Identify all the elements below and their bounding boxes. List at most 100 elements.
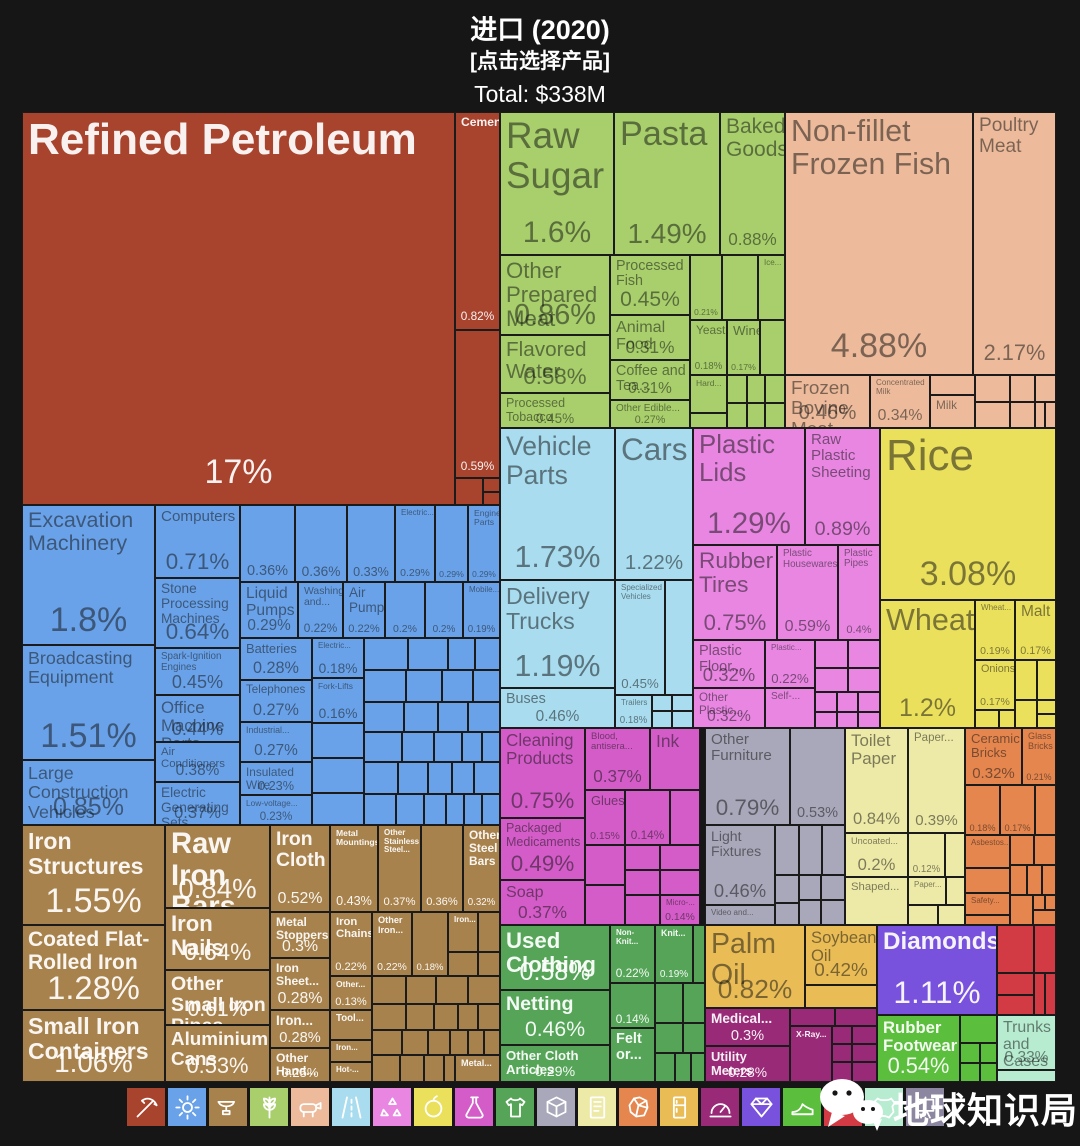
treemap-cell[interactable] bbox=[975, 710, 999, 728]
cell-trailers[interactable]: Trailers 0.18% bbox=[615, 695, 652, 728]
treemap-cell[interactable] bbox=[670, 790, 700, 845]
treemap-cell[interactable] bbox=[858, 692, 880, 712]
treemap-cell[interactable] bbox=[585, 885, 625, 925]
cell-delivery-trucks[interactable]: Delivery Trucks 1.19% bbox=[500, 580, 615, 688]
cell-broadcasting-equipment[interactable]: Broadcasting Equipment 1.51% bbox=[22, 645, 155, 760]
treemap-cell[interactable] bbox=[1035, 402, 1045, 428]
cell-small-iron-containers[interactable]: Small Iron Containers 1.06% bbox=[22, 1010, 165, 1082]
cell-other-stainless-steel[interactable]: Other Stainless Steel... 0.37% bbox=[378, 825, 421, 912]
cell-pasta[interactable]: Pasta 1.49% bbox=[614, 112, 720, 255]
treemap-cell[interactable] bbox=[364, 794, 396, 825]
treemap-cell[interactable] bbox=[452, 762, 474, 794]
treemap-cell[interactable] bbox=[398, 762, 428, 794]
treemap-cell[interactable] bbox=[1035, 375, 1056, 402]
treemap-cell[interactable] bbox=[438, 702, 468, 732]
treemap-cell[interactable] bbox=[693, 925, 705, 983]
treemap-cell[interactable]: 0.14% bbox=[625, 790, 670, 845]
cell-paper[interactable]: Paper... bbox=[908, 877, 946, 905]
cell-safety[interactable]: Safety... bbox=[965, 893, 1010, 915]
cell-onions[interactable]: Onions 0.17% bbox=[975, 660, 1015, 710]
treemap-cell[interactable] bbox=[625, 845, 660, 870]
treemap-cell[interactable] bbox=[980, 1043, 997, 1063]
cell-iron[interactable]: Iron... 0.28% bbox=[270, 1010, 330, 1048]
treemap-cell[interactable] bbox=[312, 793, 364, 825]
treemap-cell[interactable] bbox=[965, 868, 1010, 893]
treemap-cell[interactable] bbox=[837, 712, 858, 728]
cell-liquid-pumps[interactable]: Liquid Pumps 0.29% bbox=[240, 582, 298, 638]
treemap-cell[interactable] bbox=[765, 375, 785, 403]
cell-ink[interactable]: Ink bbox=[650, 728, 700, 790]
treemap-cell[interactable]: 0.18% bbox=[965, 785, 1000, 835]
pickaxe-icon[interactable] bbox=[127, 1088, 165, 1126]
treemap-cell[interactable] bbox=[475, 638, 500, 670]
treemap-cell[interactable] bbox=[1027, 865, 1042, 895]
treemap-cell[interactable]: 0.12% bbox=[908, 833, 945, 877]
treemap-cell[interactable] bbox=[406, 1004, 434, 1030]
cell-electric-generating-sets[interactable]: Electric Generating Sets 0.37% bbox=[155, 782, 240, 825]
cell-felt-or[interactable]: Felt or... bbox=[610, 1028, 655, 1082]
treemap-cell[interactable] bbox=[1034, 835, 1056, 865]
treemap-cell[interactable] bbox=[1042, 865, 1056, 895]
cell-plastic-pipes[interactable]: Plastic Pipes 0.4% bbox=[838, 545, 880, 640]
cell-electric[interactable]: Electric... 0.18% bbox=[312, 638, 364, 678]
treemap-cell[interactable] bbox=[722, 255, 758, 320]
treemap-cell[interactable] bbox=[1035, 785, 1056, 835]
cell-iron[interactable]: Iron... bbox=[448, 912, 478, 952]
treemap-cell[interactable] bbox=[364, 762, 398, 794]
treemap-cell[interactable] bbox=[999, 710, 1015, 728]
treemap-cell[interactable] bbox=[665, 580, 693, 695]
cell-excavation-machinery[interactable]: Excavation Machinery 1.8% bbox=[22, 505, 155, 645]
treemap-cell[interactable] bbox=[997, 973, 1034, 995]
treemap-cell[interactable] bbox=[483, 478, 500, 492]
treemap-cell[interactable] bbox=[364, 670, 406, 702]
cell-stone-processing-machines[interactable]: Stone Processing Machines 0.64% bbox=[155, 578, 240, 648]
cell-coated-flat-rolled-iron[interactable]: Coated Flat-Rolled Iron 1.28% bbox=[22, 925, 165, 1010]
cell-yeast[interactable]: Yeast 0.18% bbox=[690, 320, 727, 375]
treemap-cell[interactable] bbox=[404, 702, 438, 732]
treemap-cell[interactable] bbox=[652, 695, 672, 711]
cell-animal-food[interactable]: Animal Food 0.31% bbox=[610, 315, 690, 360]
cell-poultry-meat[interactable]: Poultry Meat 2.17% bbox=[973, 112, 1056, 375]
cell-computers[interactable]: Computers 0.71% bbox=[155, 505, 240, 578]
cell-metal[interactable]: Metal... bbox=[455, 1055, 500, 1082]
treemap-cell[interactable] bbox=[960, 1043, 980, 1063]
cell-vehicle-parts[interactable]: Vehicle Parts 1.73% bbox=[500, 428, 615, 580]
gauge-icon[interactable] bbox=[701, 1088, 739, 1126]
recycle-icon[interactable] bbox=[373, 1088, 411, 1126]
treemap-cell[interactable] bbox=[821, 900, 845, 925]
cell-x-ray[interactable]: X-Ray... bbox=[790, 1026, 832, 1082]
treemap-cell[interactable] bbox=[1037, 700, 1056, 714]
wheat-icon[interactable] bbox=[250, 1088, 288, 1126]
treemap-cell[interactable] bbox=[1010, 375, 1035, 402]
treemap-cell[interactable] bbox=[482, 794, 500, 825]
cow-icon[interactable] bbox=[291, 1088, 329, 1126]
fruit-icon[interactable] bbox=[414, 1088, 452, 1126]
treemap-cell[interactable] bbox=[672, 711, 693, 728]
treemap-cell[interactable] bbox=[975, 375, 1010, 402]
treemap-cell[interactable] bbox=[402, 732, 434, 762]
treemap-cell[interactable] bbox=[372, 1030, 402, 1055]
cell-cement[interactable]: Cement0.82% bbox=[455, 112, 500, 330]
treemap-cell[interactable] bbox=[442, 670, 473, 702]
cell-raw-iron-bars[interactable]: Raw Iron Bars 0.84% bbox=[165, 825, 270, 908]
treemap-cell[interactable]: 0.17% bbox=[1000, 785, 1035, 835]
cell-milk[interactable]: Milk bbox=[930, 395, 975, 428]
treemap-cell[interactable] bbox=[852, 1062, 877, 1082]
cell-utility-meters[interactable]: Utility Meters 0.28% bbox=[705, 1046, 790, 1082]
treemap-cell[interactable]: 0.29% bbox=[435, 505, 468, 582]
treemap-cell[interactable] bbox=[408, 638, 448, 670]
treemap-cell[interactable] bbox=[364, 638, 408, 670]
treemap-cell[interactable] bbox=[747, 403, 765, 428]
cell-mobile[interactable]: Mobile... 0.19% bbox=[463, 582, 500, 638]
treemap-cell[interactable] bbox=[997, 995, 1034, 1015]
treemap-cell[interactable] bbox=[858, 712, 880, 728]
treemap-cell[interactable] bbox=[980, 1063, 997, 1082]
anvil-icon[interactable] bbox=[209, 1088, 247, 1126]
cell-wine[interactable]: Wine0.17% bbox=[727, 320, 760, 375]
treemap-cell[interactable] bbox=[837, 692, 858, 712]
treemap-cell[interactable] bbox=[406, 976, 436, 1004]
treemap-cell[interactable] bbox=[364, 732, 402, 762]
treemap-cell[interactable] bbox=[428, 1030, 450, 1055]
treemap-cell[interactable] bbox=[997, 1070, 1056, 1082]
